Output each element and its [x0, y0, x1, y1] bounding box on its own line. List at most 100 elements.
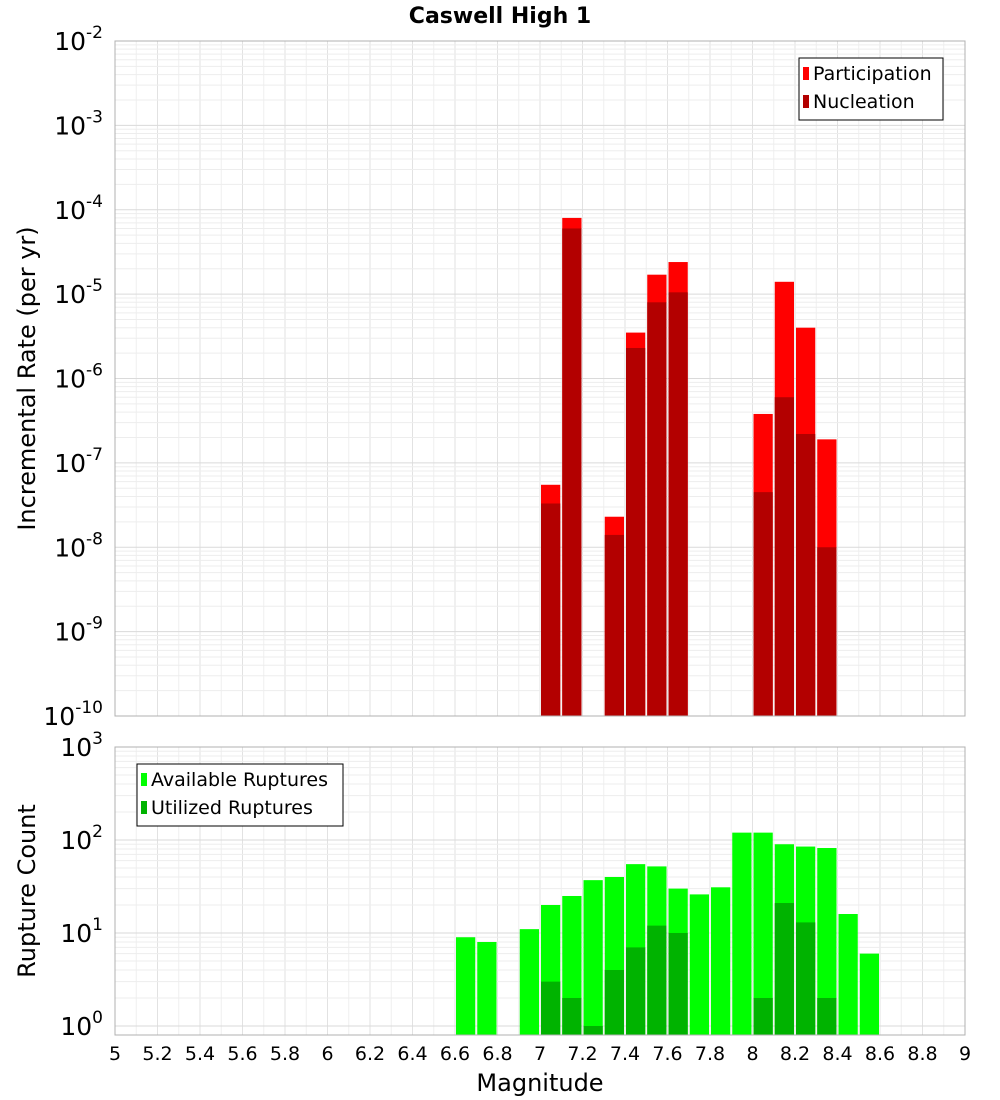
bar-available-ruptures [456, 937, 476, 1035]
x-tick-label: 5.8 [270, 1043, 300, 1065]
y-tick-label: 101 [60, 915, 103, 948]
legend-swatch [803, 95, 809, 108]
x-tick-label: 8 [746, 1043, 758, 1065]
y-tick-base: 10 [54, 111, 86, 140]
bottom-plot-frame [114, 746, 966, 1036]
y-tick-exponent: 0 [92, 1008, 103, 1028]
x-tick-label: 6.2 [355, 1043, 385, 1065]
y-tick-base: 10 [60, 733, 92, 762]
legend-label: Available Ruptures [151, 769, 328, 791]
bar-utilized-ruptures [817, 997, 837, 1035]
y-tick-label: 10-2 [54, 23, 103, 56]
x-tick-label: 8.6 [865, 1043, 895, 1065]
x-tick-label: 7.2 [567, 1043, 597, 1065]
x-tick-label: 6.4 [397, 1043, 427, 1065]
x-tick-label: 8.4 [822, 1043, 852, 1065]
bar-nucleation [668, 292, 688, 716]
bar-available-ruptures [838, 914, 858, 1035]
top-plot-frame [114, 40, 966, 717]
y-tick-exponent: -5 [86, 276, 103, 296]
bar-available-ruptures [711, 887, 731, 1035]
y-tick-label: 10-10 [43, 698, 103, 731]
y-tick-exponent: -2 [86, 23, 103, 43]
x-tick-label: 5 [109, 1043, 121, 1065]
y-tick-exponent: 2 [92, 822, 103, 842]
x-tick-label: 7 [534, 1043, 546, 1065]
legend-swatch [141, 801, 147, 814]
y-tick-base: 10 [54, 196, 86, 225]
y-tick-exponent: -6 [86, 361, 103, 381]
top-legend: Participation Nucleation [798, 57, 944, 121]
x-tick-label: 6.6 [440, 1043, 470, 1065]
bar-utilized-ruptures [541, 981, 561, 1035]
y-tick-base: 10 [54, 449, 86, 478]
bar-utilized-ruptures [647, 925, 667, 1035]
bar-available-ruptures [753, 832, 773, 1035]
bar-utilized-ruptures [796, 922, 816, 1035]
y-tick-exponent: -7 [86, 445, 103, 465]
bottom-legend: Available Ruptures Utilized Ruptures [136, 763, 344, 827]
bar-nucleation [626, 347, 646, 716]
y-tick-base: 10 [60, 1012, 92, 1041]
legend-box [798, 57, 944, 121]
y-tick-base: 10 [54, 618, 86, 647]
bar-available-ruptures [732, 832, 752, 1035]
y-tick-exponent: -8 [86, 529, 103, 549]
bar-nucleation [753, 492, 773, 716]
bar-nucleation [541, 503, 561, 716]
bar-utilized-ruptures [668, 932, 688, 1035]
y-tick-base: 10 [54, 27, 86, 56]
x-tick-label: 6.8 [482, 1043, 512, 1065]
bar-available-ruptures [477, 942, 497, 1035]
bar-utilized-ruptures [753, 997, 773, 1035]
y-tick-exponent: -10 [75, 698, 103, 718]
top-grid [114, 41, 966, 717]
bar-available-ruptures [583, 880, 603, 1035]
x-axis-label: Magnitude [476, 1069, 603, 1097]
bar-available-ruptures [859, 953, 879, 1035]
y-tick-base: 10 [54, 280, 86, 309]
y-tick-base: 10 [54, 533, 86, 562]
y-tick-label: 10-8 [54, 529, 103, 562]
bar-utilized-ruptures [604, 969, 624, 1035]
top-bars [541, 217, 837, 716]
y-tick-label: 10-9 [54, 614, 103, 647]
y-tick-base: 10 [43, 702, 75, 731]
x-tick-label: 7.4 [610, 1043, 640, 1065]
y-tick-label: 10-6 [54, 361, 103, 394]
bar-nucleation [647, 302, 667, 716]
bottom-y-axis-label: Rupture Count [13, 804, 41, 978]
y-tick-base: 10 [54, 365, 86, 394]
bar-utilized-ruptures [562, 997, 582, 1035]
bar-utilized-ruptures [583, 1025, 603, 1035]
y-tick-label: 100 [60, 1008, 103, 1041]
x-tick-label: 8.2 [780, 1043, 810, 1065]
bar-available-ruptures [689, 894, 709, 1035]
bar-utilized-ruptures [626, 947, 646, 1035]
y-tick-exponent: 1 [92, 915, 103, 935]
y-tick-base: 10 [60, 919, 92, 948]
x-tick-label: 5.4 [185, 1043, 215, 1065]
bar-available-ruptures [817, 848, 837, 1035]
y-tick-label: 103 [60, 729, 103, 762]
x-tick-label: 6 [321, 1043, 333, 1065]
x-tick-label: 7.6 [652, 1043, 682, 1065]
y-tick-exponent: -4 [86, 192, 103, 212]
bar-nucleation [774, 397, 794, 716]
bar-available-ruptures [519, 929, 539, 1035]
x-tick-label: 7.8 [695, 1043, 725, 1065]
top-y-axis-label: Incremental Rate (per yr) [13, 226, 41, 530]
bar-nucleation [796, 433, 816, 716]
y-tick-label: 10-5 [54, 276, 103, 309]
y-tick-label: 10-7 [54, 445, 103, 478]
legend-swatch [803, 67, 809, 80]
bar-nucleation [604, 534, 624, 716]
y-tick-exponent: -9 [86, 614, 103, 634]
bar-nucleation [817, 547, 837, 716]
x-tick-label: 5.6 [227, 1043, 257, 1065]
